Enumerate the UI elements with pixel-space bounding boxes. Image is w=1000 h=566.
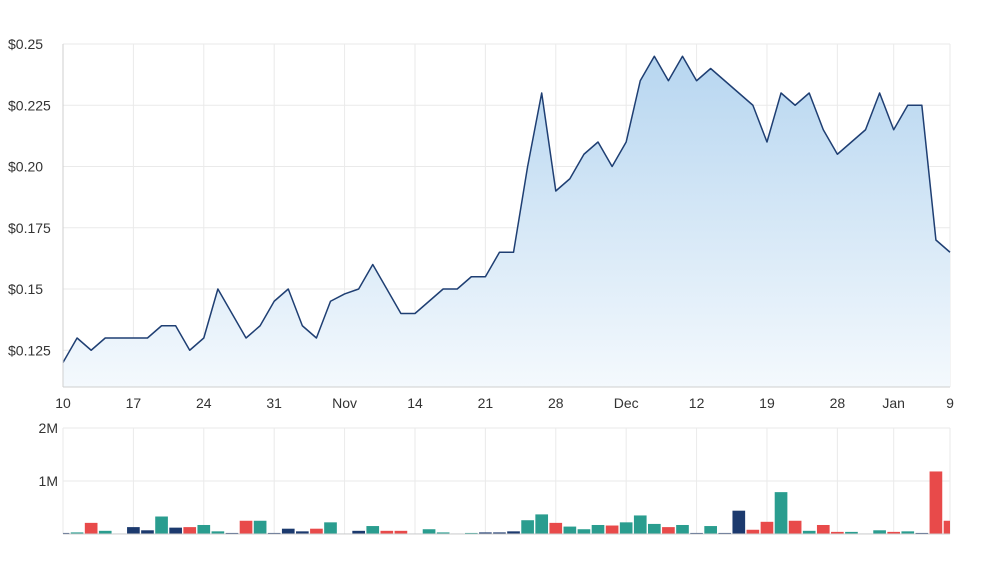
volume-bar [915,532,929,534]
volume-bar [591,524,605,534]
x-tick-label: Dec [614,395,639,411]
volume-bar [267,532,281,534]
price-y-tick-label: $0.20 [8,159,43,175]
volume-bar [183,527,197,534]
volume-bar [816,524,830,534]
x-tick-label: 31 [266,395,282,411]
volume-bar [690,532,703,534]
volume-bar [760,521,774,534]
volume-bar [197,524,211,534]
volume-bar [676,524,689,534]
volume-bar [929,471,943,534]
volume-bar [464,532,478,534]
price-y-tick-label: $0.15 [8,281,43,297]
volume-bar [633,515,647,534]
volume-bar [788,520,802,534]
x-tick-label: 19 [759,395,775,411]
volume-bar [63,532,70,534]
volume-bar [169,527,182,534]
volume-bar [493,532,506,534]
volume-bar [845,531,858,534]
x-tick-label: 10 [55,395,71,411]
volume-bar [802,530,816,534]
volume-bar [746,529,760,534]
volume-bar [901,531,915,534]
volume-bar [70,532,84,534]
volume-bar [648,523,661,534]
volume-bar [732,510,746,534]
volume-bar [352,530,365,534]
price-y-tick-label: $0.125 [8,342,51,358]
price-area [63,56,950,387]
volume-bar [211,531,225,534]
volume-bar [253,520,267,534]
volume-bar [873,530,886,534]
volume-bar [831,531,844,534]
volume-bar [155,516,168,534]
x-tick-label: 28 [548,395,564,411]
x-tick-label: 12 [689,395,705,411]
volume-bar [563,526,577,534]
x-tick-label: 24 [196,395,212,411]
volume-bar [366,526,380,534]
volume-bar [324,522,337,534]
volume-bar [436,532,450,534]
volume-bar [718,532,732,534]
volume-bar [141,530,154,534]
volume-bar [704,526,717,534]
volume-bar [943,520,950,534]
price-line [62,55,951,363]
volume-bar [521,520,534,534]
volume-bar [887,531,901,534]
price-y-tick-label: $0.225 [8,97,51,113]
x-tick-label: Jan [882,395,905,411]
volume-bar [380,530,394,534]
volume-bar [535,514,549,534]
volume-bar [774,492,788,534]
x-tick-label: Nov [332,395,357,411]
price-y-tick-label: $0.175 [8,220,51,236]
volume-bar [577,529,591,534]
volume-bar [619,522,633,534]
x-tick-label: 17 [126,395,142,411]
volume-bar [310,528,323,534]
volume-bar [394,530,408,534]
volume-bar [127,527,140,534]
volume-bar [281,528,295,534]
volume-bar [507,531,520,534]
volume-y-tick-label: 2M [39,420,58,436]
x-tick-label: 28 [830,395,846,411]
volume-bar [479,532,492,534]
volume-bar [422,529,436,534]
volume-bar [605,525,619,534]
volume-y-tick-label: 1M [39,473,58,489]
x-tick-label: 14 [407,395,423,411]
volume-bar [239,520,253,534]
volume-bar [296,531,309,534]
volume-bar [84,522,98,534]
volume-bar [98,530,112,534]
x-tick-label: 9 [946,395,954,411]
volume-bar [662,527,675,534]
volume-bar [549,522,563,534]
volume-bar [225,532,239,534]
x-tick-label: 21 [478,395,494,411]
price-y-tick-label: $0.25 [8,36,43,52]
